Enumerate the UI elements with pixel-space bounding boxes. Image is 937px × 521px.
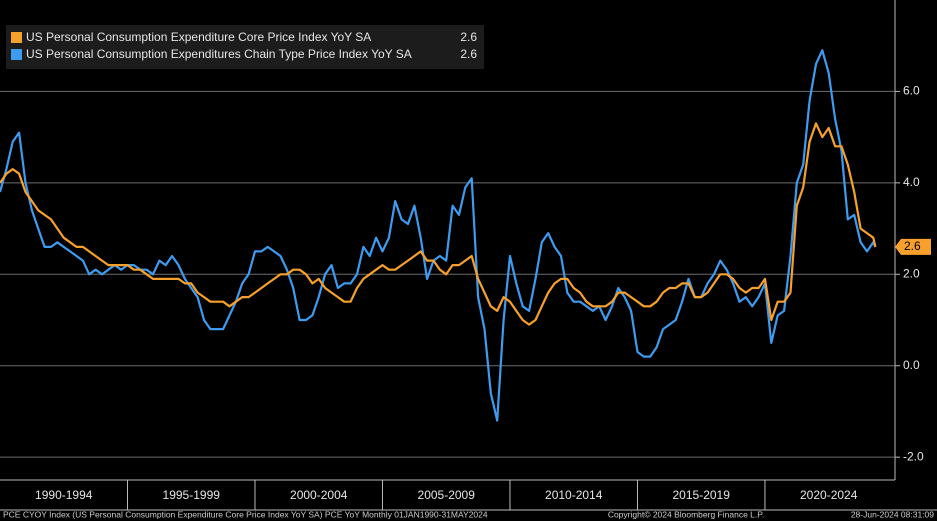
footer-center: Copyright© 2024 Bloomberg Finance L.P. xyxy=(608,509,764,519)
y-tick-label: -2.0 xyxy=(903,449,924,463)
x-band-label: 2005-2009 xyxy=(418,488,476,502)
x-band-label: 2010-2014 xyxy=(545,488,603,502)
legend-swatch xyxy=(11,32,22,43)
footer-right: 28-Jun-2024 08:31:09 xyxy=(851,509,934,519)
y-tick-label: 0.0 xyxy=(903,358,920,372)
x-band-label: 2000-2004 xyxy=(290,488,348,502)
last-value-label: 2.6 xyxy=(904,239,921,253)
legend-swatch xyxy=(11,49,22,60)
y-tick-label: 4.0 xyxy=(903,175,920,189)
series-line xyxy=(0,122,877,326)
legend-value: 2.6 xyxy=(460,30,477,44)
footer-left: PCE CYOY Index (US Personal Consumption … xyxy=(3,509,488,519)
y-tick-label: 2.0 xyxy=(903,266,920,280)
x-band-label: 2015-2019 xyxy=(673,488,731,502)
x-band-label: 2020-2024 xyxy=(800,488,858,502)
y-tick-label: 6.0 xyxy=(903,84,920,98)
legend-label: US Personal Consumption Expenditure Core… xyxy=(26,30,371,44)
last-value-badge xyxy=(895,238,931,255)
x-band-label: 1990-1994 xyxy=(35,488,93,502)
legend-box xyxy=(6,25,484,69)
legend-value: 2.6 xyxy=(460,47,477,61)
series-line xyxy=(0,49,877,422)
legend-label: US Personal Consumption Expenditures Cha… xyxy=(26,47,412,61)
x-band-label: 1995-1999 xyxy=(163,488,221,502)
